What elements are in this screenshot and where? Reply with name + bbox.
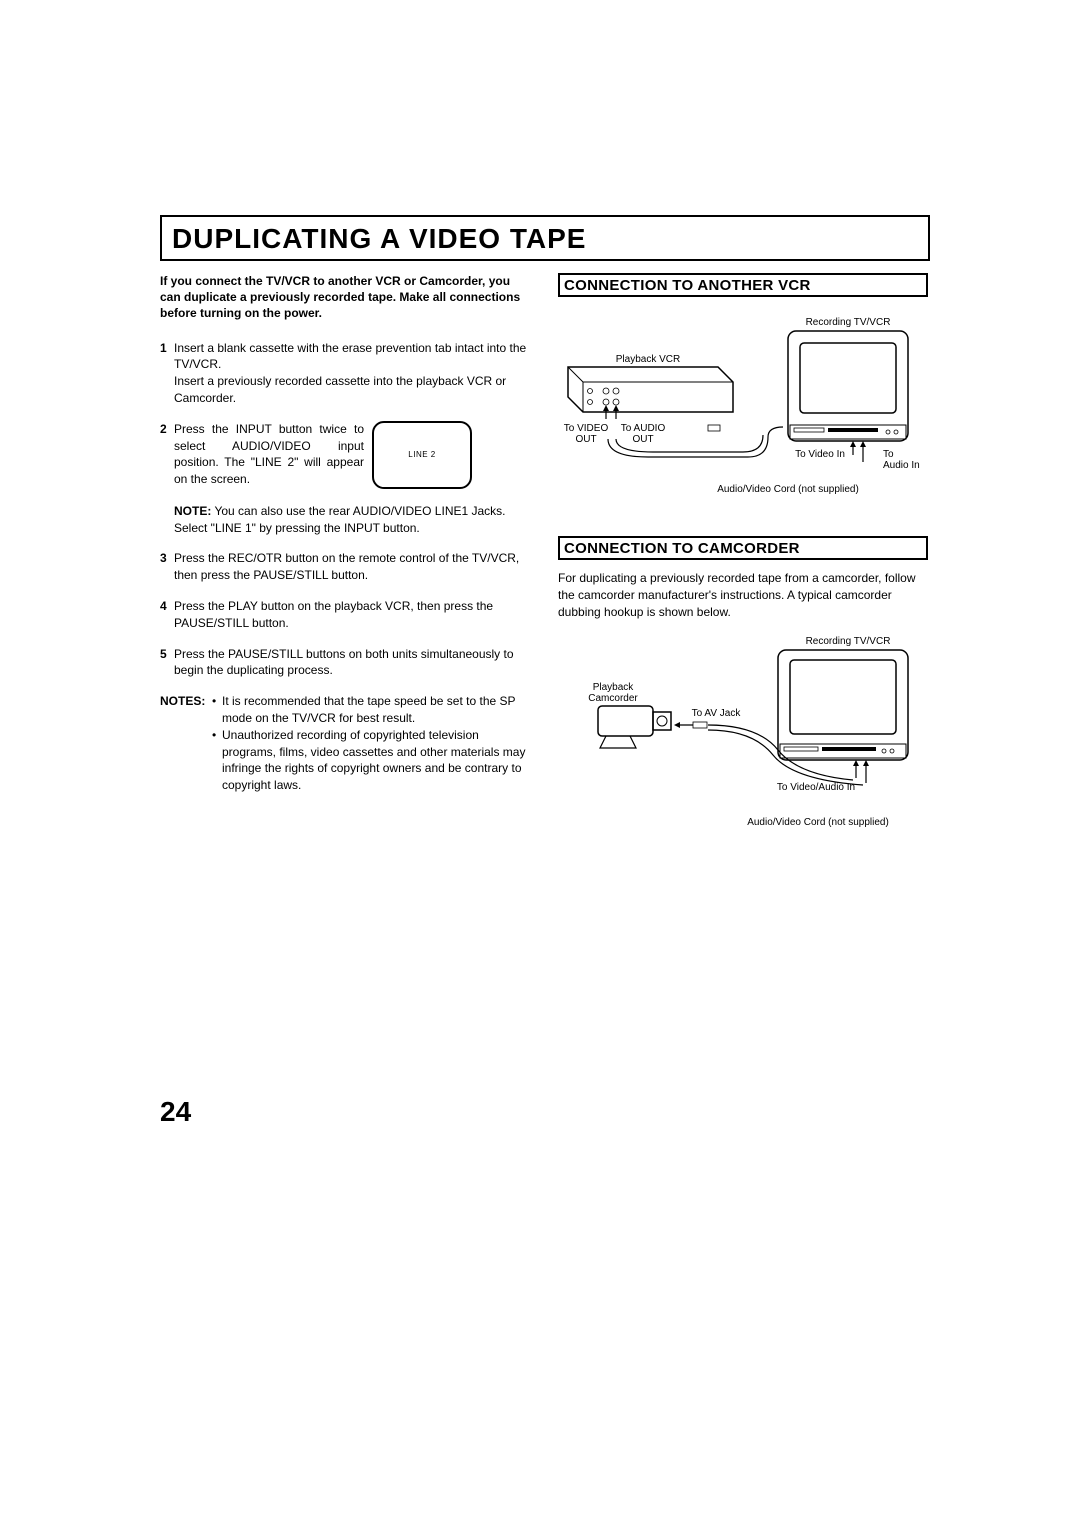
label-video-in: To Video In xyxy=(795,449,845,460)
note-text: Unauthorized recording of copyrighted te… xyxy=(222,727,530,794)
label-playback-cam: Playback xyxy=(593,682,635,693)
page: DUPLICATING A VIDEO TAPE If you connect … xyxy=(0,0,1080,1528)
vcr-diagram: Recording TV/VCR Playback VCR xyxy=(558,307,928,507)
step-text: Press the PLAY button on the playback VC… xyxy=(174,598,530,632)
note-label: NOTE: xyxy=(174,504,211,518)
step-number: 2 xyxy=(160,421,174,489)
notes-block: NOTES: • It is recommended that the tape… xyxy=(160,693,530,794)
camcorder-diagram: Recording TV/VCR Playback Camcorder To A… xyxy=(558,630,928,840)
screen-diagram: LINE 2 xyxy=(372,421,472,489)
notes-list: • It is recommended that the tape speed … xyxy=(212,693,530,794)
step-2-note: NOTE: You can also use the rear AUDIO/VI… xyxy=(174,503,530,537)
label-av-cord: Audio/Video Cord (not supplied) xyxy=(747,817,889,828)
right-column: CONNECTION TO ANOTHER VCR Recording TV/V… xyxy=(558,273,928,845)
note-text: It is recommended that the tape speed be… xyxy=(222,693,530,727)
step-number: 1 xyxy=(160,340,174,407)
label-video-out: To VIDEO xyxy=(564,423,609,434)
step-text: Insert a blank cassette with the erase p… xyxy=(174,340,530,407)
step-number: 4 xyxy=(160,598,174,632)
svg-text:Audio In: Audio In xyxy=(883,460,920,471)
section-title: CONNECTION TO CAMCORDER xyxy=(564,540,922,557)
label-av-jack: To AV Jack xyxy=(692,708,742,719)
screen-label: LINE 2 xyxy=(408,449,435,460)
section-heading-vcr: CONNECTION TO ANOTHER VCR xyxy=(558,273,928,297)
step-3: 3 Press the REC/OTR button on the remote… xyxy=(160,550,530,584)
label-av-cord: Audio/Video Cord (not supplied) xyxy=(717,484,859,495)
note-item: • Unauthorized recording of copyrighted … xyxy=(212,727,530,794)
page-number: 24 xyxy=(160,1096,191,1128)
label-audio-in: To xyxy=(883,449,894,460)
step-number: 5 xyxy=(160,646,174,680)
label-va-in: To Video/Audio In xyxy=(777,782,855,793)
step-number: 3 xyxy=(160,550,174,584)
intro-text: If you connect the TV/VCR to another VCR… xyxy=(160,273,530,322)
notes-label: NOTES: xyxy=(160,693,212,794)
step-4: 4 Press the PLAY button on the playback … xyxy=(160,598,530,632)
svg-text:Camcorder: Camcorder xyxy=(588,693,638,704)
step-body: Press the INPUT button twice to select A… xyxy=(174,421,530,489)
label-recording-tvvcr: Recording TV/VCR xyxy=(806,636,891,647)
bullet-icon: • xyxy=(212,727,222,794)
label-recording-tvvcr: Recording TV/VCR xyxy=(806,317,891,328)
title-box: DUPLICATING A VIDEO TAPE xyxy=(160,215,930,261)
label-playback-vcr: Playback VCR xyxy=(616,354,680,365)
step-1: 1 Insert a blank cassette with the erase… xyxy=(160,340,530,407)
svg-text:OUT: OUT xyxy=(575,434,596,445)
bullet-icon: • xyxy=(212,693,222,727)
page-title: DUPLICATING A VIDEO TAPE xyxy=(172,223,918,255)
columns: If you connect the TV/VCR to another VCR… xyxy=(160,273,930,845)
section-title: CONNECTION TO ANOTHER VCR xyxy=(564,277,922,294)
step-5: 5 Press the PAUSE/STILL buttons on both … xyxy=(160,646,530,680)
step-text: Press the REC/OTR button on the remote c… xyxy=(174,550,530,584)
camcorder-text: For duplicating a previously recorded ta… xyxy=(558,570,928,620)
label-audio-out: To AUDIO xyxy=(621,423,666,434)
left-column: If you connect the TV/VCR to another VCR… xyxy=(160,273,530,845)
svg-text:OUT: OUT xyxy=(632,434,653,445)
step-text: Press the PAUSE/STILL buttons on both un… xyxy=(174,646,530,680)
note-item: • It is recommended that the tape speed … xyxy=(212,693,530,727)
section-heading-cam: CONNECTION TO CAMCORDER xyxy=(558,536,928,560)
step-2: 2 Press the INPUT button twice to select… xyxy=(160,421,530,489)
step-text: Press the INPUT button twice to select A… xyxy=(174,421,364,488)
note-text: You can also use the rear AUDIO/VIDEO LI… xyxy=(174,504,506,535)
